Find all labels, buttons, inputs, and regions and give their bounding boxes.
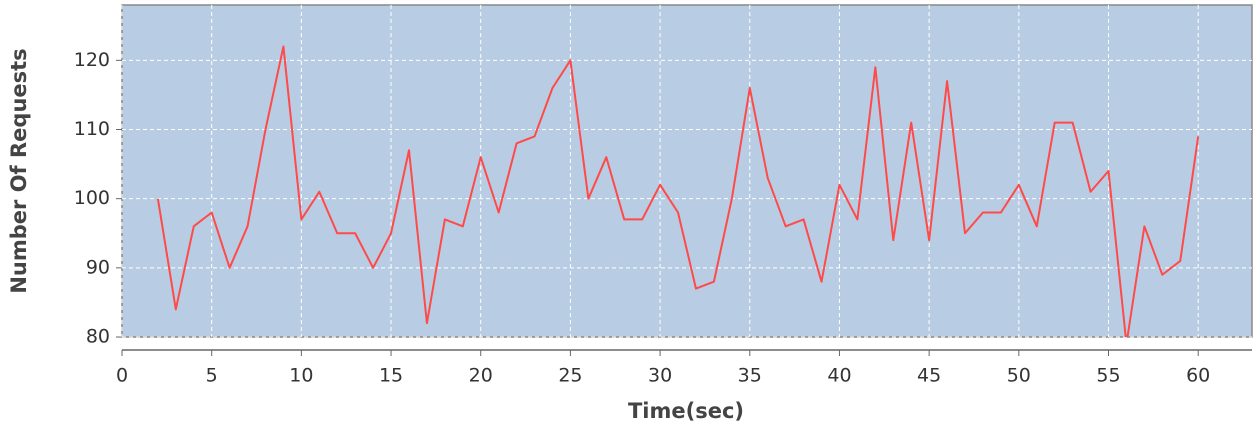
x-tick-label: 45 [917, 365, 941, 387]
data-line [156, 45, 1200, 337]
x-tick-label: 5 [206, 365, 218, 387]
x-tick-label: 55 [1096, 365, 1120, 387]
x-tick-label: 20 [469, 365, 493, 387]
y-tick-label: 110 [74, 118, 110, 140]
y-tick-label: 80 [86, 326, 110, 348]
x-axis-title: Time(sec) [628, 399, 744, 423]
x-tick-label: 60 [1186, 365, 1210, 387]
x-tick-label: 50 [1007, 365, 1031, 387]
x-tick-label: 0 [116, 365, 128, 387]
x-tick-label: 40 [827, 365, 851, 387]
x-tick-label: 25 [558, 365, 582, 387]
y-tick-label: 120 [74, 49, 110, 71]
x-tick-label: 35 [738, 365, 762, 387]
x-tick-label: 10 [289, 365, 313, 387]
y-tick-label: 90 [86, 256, 110, 278]
y-tick-label: 100 [74, 187, 110, 209]
plot-area [121, 4, 1253, 338]
x-tick-label: 15 [379, 365, 403, 387]
x-tick-label: 30 [648, 365, 672, 387]
y-axis-title: Number Of Requests [7, 48, 31, 293]
plot-clip [156, 45, 1200, 337]
